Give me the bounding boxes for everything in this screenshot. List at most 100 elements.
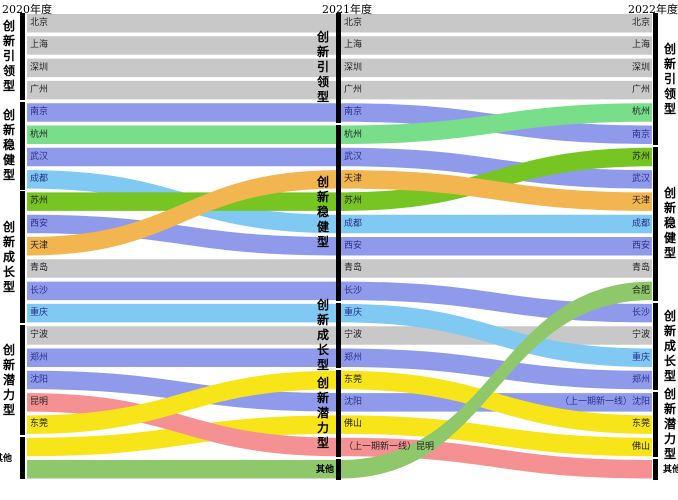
city-label-合肥-2022: 合肥 [631, 285, 650, 296]
category-bar-c2021-3 [336, 369, 341, 458]
city-label-广州-2021: 广州 [344, 84, 363, 95]
city-label-武汉-2021: 武汉 [344, 151, 363, 162]
city-label-青岛-2020: 青岛 [30, 263, 49, 274]
flow-佛山-2020-2021 [27, 415, 340, 457]
city-label-苏州-2020: 苏州 [30, 196, 49, 207]
city-label-苏州-2021: 苏州 [344, 196, 363, 207]
flow-重庆-2020-2021 [27, 303, 340, 323]
flow-西安-2021-2022 [340, 237, 652, 256]
flow-沈阳-2020-2021 [27, 370, 340, 412]
city-label-青岛-2021: 青岛 [344, 263, 363, 274]
category-bar-c2020-4 [20, 436, 25, 480]
flow-苏州-2021-2022 [340, 147, 652, 211]
flow-青岛-2020-2021 [27, 259, 340, 278]
flow-合肥-2021-2022 [340, 281, 652, 479]
year-label-2020: 2020年度 [2, 3, 52, 16]
category-label: 创 新 潜 力 型 [316, 376, 329, 450]
city-label-昆明-2020: 昆明 [30, 397, 49, 408]
category-bar-c2021-1 [336, 124, 341, 302]
year-label-2022: 2022年度 [628, 3, 678, 16]
flow-广州-2020-2021 [27, 80, 340, 100]
flow-昆明-2020-2021 [27, 393, 340, 457]
city-label-苏州-2022: 苏州 [631, 151, 650, 162]
flow-成都-2021-2022 [340, 214, 652, 234]
flow-天津-2020-2021 [27, 170, 340, 256]
category-bar-c2021-0 [336, 13, 341, 123]
city-label-郑州-2020: 郑州 [30, 352, 49, 363]
category-label: 创 新 引 领 型 [2, 19, 15, 94]
city-label-宁波-2021: 宁波 [344, 330, 363, 341]
city-label-北京-2020: 北京 [30, 18, 49, 28]
flow-青岛-2021-2022 [340, 259, 652, 278]
category-label: 创 新 稳 健 型 [316, 175, 329, 250]
category-label: 其他 [0, 454, 13, 465]
city-label-南京-2020: 南京 [30, 107, 49, 118]
city-label-南京-2021: 南京 [344, 107, 363, 118]
year-label-2021: 2021年度 [322, 3, 372, 16]
flow-东莞-2020-2021 [27, 370, 340, 434]
category-bar-c2022-3 [653, 392, 658, 458]
city-label-天津-2022: 天津 [631, 196, 650, 207]
city-label-东莞-2021: 东莞 [344, 374, 363, 385]
flow-苏州-2020-2021 [27, 192, 340, 211]
city-label-武汉-2020: 武汉 [30, 151, 49, 162]
category-bar-c2022-4 [653, 459, 658, 480]
city-label-东莞-2022: 东莞 [631, 419, 650, 430]
flow-广州-2021-2022 [340, 80, 652, 100]
category-label: 创 新 引 领 型 [663, 41, 676, 116]
city-label-广州-2022: 广州 [631, 84, 650, 95]
city-label-佛山-2021: 佛山 [344, 419, 363, 430]
city-label-北京-2022: 北京 [631, 18, 650, 28]
city-label-成都-2022: 成都 [631, 218, 650, 229]
category-label: 创 新 引 领 型 [316, 30, 329, 105]
flow-上海-2021-2022 [340, 36, 652, 55]
city-label-西安-2022: 西安 [631, 241, 650, 251]
city-label-上海-2020: 上海 [30, 40, 49, 51]
flow-武汉-2020-2021 [27, 147, 340, 167]
flow-杭州-2020-2021 [27, 125, 340, 144]
category-label: 创 新 稳 健 型 [2, 108, 15, 183]
category-bar-c2022-0 [653, 13, 658, 145]
flow-天津-2021-2022 [340, 170, 652, 211]
flow-南京-2020-2021 [27, 103, 340, 122]
category-bar-c2020-0 [20, 13, 25, 101]
flow-北京-2020-2021 [27, 14, 340, 33]
category-label: 创 新 稳 健 型 [663, 186, 676, 261]
city-label-沈阳-2020: 沈阳 [30, 374, 49, 385]
city-label-东莞-2020: 东莞 [30, 419, 49, 430]
category-label: 创 新 成 长 型 [663, 309, 676, 384]
flow-上海-2020-2021 [27, 36, 340, 55]
city-label-深圳-2020: 深圳 [30, 62, 49, 73]
city-label-杭州-2020: 杭州 [30, 129, 49, 140]
flow-杭州-2021-2022 [340, 103, 652, 144]
city-label-长沙-2020: 长沙 [30, 285, 49, 296]
category-bar-c2022-1 [653, 146, 658, 302]
city-label-深圳-2022: 深圳 [631, 62, 650, 73]
city-label-重庆-2021: 重庆 [344, 307, 363, 318]
flow-长沙-2020-2021 [27, 281, 340, 301]
city-label-天津-2020: 天津 [30, 241, 49, 251]
city-label-西安-2020: 西安 [30, 218, 49, 229]
category-label: 创 新 成 长 型 [316, 297, 329, 372]
city-label-南京-2022: 南京 [631, 129, 650, 140]
flow-西安-2020-2021 [27, 214, 340, 256]
city-label-重庆-2022: 重庆 [631, 352, 650, 363]
flow-郑州-2021-2022 [340, 348, 652, 390]
city-label-长沙-2022: 长沙 [631, 307, 650, 318]
city-label-郑州-2021: 郑州 [344, 352, 363, 363]
city-label-天津-2021: 天津 [344, 174, 363, 185]
city-label-北京-2021: 北京 [344, 18, 363, 28]
flow-深圳-2020-2021 [27, 58, 340, 78]
city-label-沈阳-2021: 沈阳 [344, 397, 363, 408]
category-label: 创 新 潜 力 型 [663, 387, 676, 462]
city-label-郑州-2022: 郑州 [631, 374, 650, 385]
category-bar-c2020-2 [20, 191, 25, 324]
category-label: 创 新 成 长 型 [2, 219, 15, 294]
flow-佛山-2021-2022 [340, 415, 652, 457]
flow-重庆-2021-2022 [340, 303, 652, 367]
city-label-佛山-2022: 佛山 [631, 441, 650, 452]
city-label-杭州-2021: 杭州 [344, 129, 363, 140]
category-label: 创 新 潜 力 型 [2, 342, 15, 417]
category-bar-c2020-3 [20, 325, 25, 435]
